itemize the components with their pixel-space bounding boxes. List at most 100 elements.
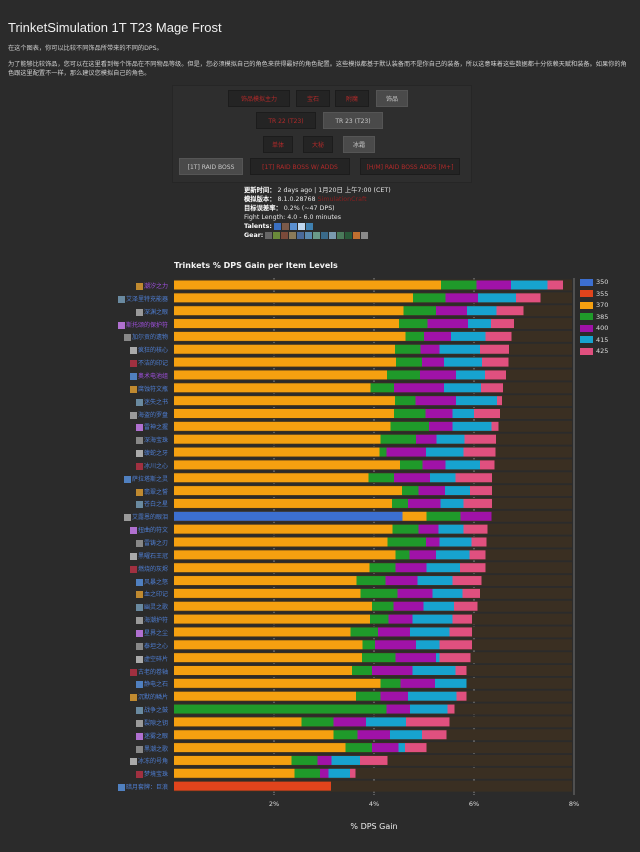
bar-segment-415 <box>436 550 470 560</box>
talent-icon[interactable] <box>281 222 289 230</box>
bar-segment-385 <box>387 537 426 547</box>
category-label[interactable]: 血之印记 <box>135 589 168 599</box>
bar-segment-415 <box>412 666 456 675</box>
legend-item[interactable]: 400 <box>580 324 608 332</box>
gear-item-icon[interactable] <box>345 231 353 239</box>
category-label[interactable]: 虚空碎片 <box>135 654 168 663</box>
filter-button[interactable]: [1T] RAID BOSS W/ ADDS <box>250 158 350 175</box>
bar-segment-385 <box>174 704 387 714</box>
legend-item[interactable]: 425 <box>580 347 608 355</box>
talent-icon[interactable] <box>305 222 313 230</box>
version-info: 模拟版本： 8.1.0.28768 SimulationCraft <box>244 195 367 204</box>
bar-segment-425 <box>452 614 472 624</box>
category-label[interactable]: 腐蚀符文瓶 <box>129 384 168 393</box>
bar-segment-425 <box>360 755 388 765</box>
bar-segment-370 <box>174 768 295 778</box>
filter-button[interactable]: 冰霜 <box>343 136 375 153</box>
talent-icon[interactable] <box>297 222 305 230</box>
category-label[interactable]: 迷雾之眼 <box>135 731 168 740</box>
filter-button[interactable]: TR 22 (T23) <box>256 112 316 129</box>
gear-item-icon[interactable] <box>329 231 337 239</box>
category-label[interactable]: 潮汐之力 <box>135 281 168 290</box>
category-label[interactable]: 沉默的鳞片 <box>129 692 168 702</box>
category-label[interactable]: 萨拉塔斯之灵 <box>123 474 168 483</box>
gear-item-icon[interactable] <box>273 231 281 239</box>
filter-button[interactable]: 饰品模拟主力 <box>228 90 290 107</box>
filter-button[interactable]: 宝石 <box>296 90 330 107</box>
bar-segment-400 <box>445 293 478 303</box>
category-label[interactable]: 星界之尘 <box>135 628 168 637</box>
filter-button[interactable]: TR 23 (T23) <box>323 112 383 129</box>
filter-button[interactable]: 大秘 <box>303 136 333 153</box>
talent-icon[interactable] <box>289 222 297 230</box>
gear-item-icon[interactable] <box>321 231 329 239</box>
category-label[interactable]: 深海宝珠 <box>135 435 168 445</box>
bar-segment-415 <box>438 524 464 534</box>
filter-button[interactable]: [H/M] RAID BOSS ADDS [M+] <box>360 158 460 175</box>
bar-segment-425 <box>449 627 472 637</box>
gear-item-icon[interactable] <box>297 231 305 239</box>
category-label[interactable]: 燃烧的灰烬 <box>129 564 168 573</box>
trinket-icon <box>129 347 137 355</box>
gear-item-icon[interactable] <box>281 231 289 239</box>
category-label[interactable]: 艾泽里特充能器 <box>117 294 168 303</box>
category-label[interactable]: 迷失之书 <box>135 397 168 406</box>
category-label[interactable]: 海潮护符 <box>135 615 168 625</box>
version-link[interactable]: SimulationCraft <box>317 196 367 203</box>
talent-icon[interactable] <box>273 222 281 230</box>
category-label[interactable]: 扭曲的符文 <box>129 525 168 535</box>
category-label[interactable]: 艾露恩的眼泪 <box>123 512 168 522</box>
filter-button[interactable]: 单体 <box>263 136 293 153</box>
category-label[interactable]: 海盗的罗盘 <box>129 410 168 419</box>
category-label[interactable]: 雷神之握 <box>135 422 168 432</box>
filter-button[interactable]: 附魔 <box>335 90 369 107</box>
bar-segment-370 <box>174 383 371 393</box>
gear-item-icon[interactable] <box>289 231 297 239</box>
category-label[interactable]: 蝮蛇之牙 <box>135 448 168 458</box>
category-label[interactable]: 风暴之怒 <box>135 577 168 586</box>
category-label[interactable]: 战争之鼓 <box>135 705 168 715</box>
category-label[interactable]: 黑潮之歌 <box>135 744 168 753</box>
category-label[interactable]: 泰坦之心 <box>135 641 168 650</box>
category-label[interactable]: 奥术电池组 <box>129 371 168 380</box>
category-label[interactable]: 加尔贡的遗物 <box>123 332 168 342</box>
filter-button[interactable]: 饰品 <box>376 90 408 107</box>
gear-item-icon[interactable] <box>361 231 369 239</box>
category-label[interactable]: 黑曜石王冠 <box>129 551 168 560</box>
category-label[interactable]: 不洁的印记 <box>129 358 168 368</box>
category-label[interactable]: 苍白之星 <box>135 499 168 509</box>
bar-segment-385 <box>403 306 436 316</box>
category-label[interactable]: 幽灵之歌 <box>135 602 168 612</box>
legend-label: 350 <box>596 278 609 286</box>
bar-segment-415 <box>408 691 457 701</box>
category-label[interactable]: 冰川之心 <box>135 461 168 470</box>
category-label[interactable]: 裂隙之钥 <box>135 718 168 727</box>
category-label-text: 苍白之星 <box>143 501 168 509</box>
category-label[interactable]: 冰冻的号角 <box>129 756 168 766</box>
category-label[interactable]: 古老的卷轴 <box>129 667 168 676</box>
x-tick-label: 8% <box>568 800 580 808</box>
category-label[interactable]: 疯狂的核心 <box>129 345 168 355</box>
category-label[interactable]: 深渊之眼 <box>135 307 168 316</box>
bar-segment-400 <box>378 627 410 637</box>
gear-item-icon[interactable] <box>265 231 273 239</box>
category-label[interactable]: 梦境宝珠 <box>135 769 168 779</box>
bar-segment-415 <box>440 498 464 508</box>
category-label[interactable]: 斯托颂的保护符 <box>117 320 168 329</box>
bar-segment-385 <box>368 473 394 483</box>
gear-item-icon[interactable] <box>337 231 345 239</box>
category-label[interactable]: 静电之石 <box>135 679 168 689</box>
filter-button[interactable]: [1T] RAID BOSS <box>179 158 243 175</box>
legend-item[interactable]: 350 <box>580 278 608 286</box>
gear-item-icon[interactable] <box>353 231 361 239</box>
category-label[interactable]: 翡翠之誓 <box>135 487 168 496</box>
bar-segment-370 <box>174 319 399 329</box>
legend-item[interactable]: 370 <box>580 301 608 309</box>
gear-item-icon[interactable] <box>313 231 321 239</box>
category-label[interactable]: 暗月套牌：巨浪 <box>117 782 168 792</box>
legend-item[interactable]: 385 <box>580 313 608 321</box>
category-label[interactable]: 雷铸之刃 <box>135 538 168 547</box>
gear-item-icon[interactable] <box>305 231 313 239</box>
legend-item[interactable]: 415 <box>580 336 608 344</box>
legend-item[interactable]: 355 <box>580 290 608 298</box>
